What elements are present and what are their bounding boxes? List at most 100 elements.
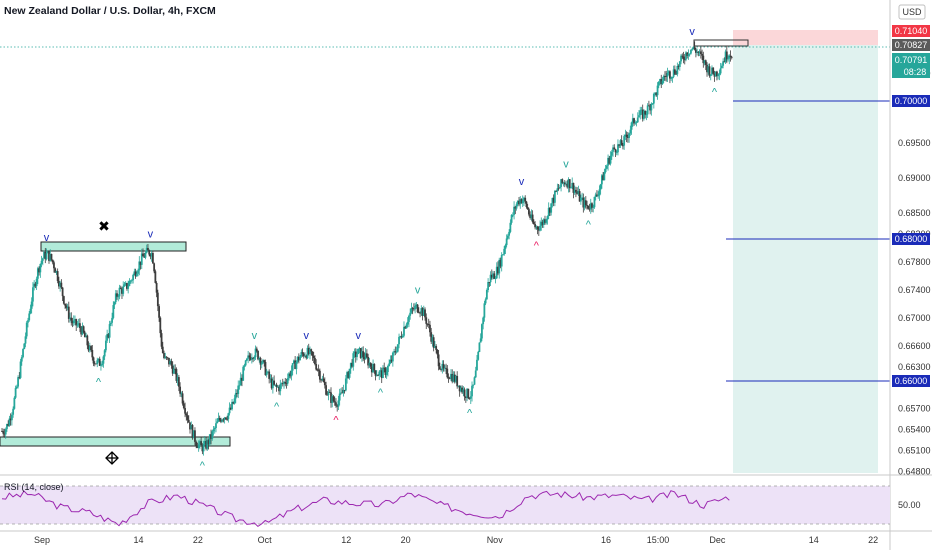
candle-body [551,197,554,204]
candle-body [717,74,720,77]
candle-body [363,356,366,360]
candle-body [150,253,153,257]
candle-body [197,444,200,448]
candle-body [181,393,184,404]
candle-body [701,53,703,56]
candle-body [196,445,199,448]
candle-body [158,306,160,318]
candle-body [93,363,96,365]
candle-body [629,129,632,134]
candle-body [189,422,191,430]
candle-body [692,46,695,49]
candle-body [137,270,139,274]
candle-body [434,346,436,348]
candle-body [467,388,470,399]
candle-body [273,380,276,385]
candle-body [545,219,548,223]
candle-body [421,308,424,316]
resistance-zone[interactable] [40,241,187,252]
candle-body [270,378,273,389]
candle-body [665,76,668,77]
close-x-icon[interactable]: ✖ [98,218,110,234]
candle-body [83,332,86,338]
candle-body [126,283,128,289]
candle-body [725,51,728,60]
candle-body [379,370,382,372]
candle-body [457,385,460,387]
candle-body [20,357,23,362]
time-tick-22: 22 [193,535,203,545]
candle-body [224,417,227,420]
candle-body [411,308,414,309]
currency-label: USD [902,7,922,17]
candle-body [586,205,588,206]
candle-body [191,425,194,439]
swing-low-marker: ^ [712,86,718,98]
support-zone[interactable] [0,436,231,447]
candle-body [156,292,159,307]
candle-body [536,226,539,230]
candle-body [578,191,581,202]
candle-body [380,370,383,379]
candle-body [268,371,271,379]
time-tick-12: 12 [341,535,351,545]
candle-body [670,78,673,80]
candle-body [92,357,95,364]
candle-body [441,363,444,371]
candle-body [359,348,362,358]
candle-body [635,122,638,124]
candle-body [258,358,261,360]
candle-body [520,199,523,204]
long-position-target-area[interactable] [733,45,878,473]
candle-body [515,204,518,209]
candle-body [30,301,33,309]
time-axis[interactable]: Sep 14 22 Oct 12 20 Nov 16 15:00 Dec 14 22 [34,535,878,545]
candle-body [720,65,723,69]
candle-body [223,417,226,420]
candle-body [100,365,102,367]
candle-body [492,273,494,278]
time-tick-14: 14 [809,535,819,545]
candle-body [553,190,556,203]
candle-body [195,441,198,446]
swing-low-marker: ^ [534,240,540,252]
tp3-price-label: 0.66000 [895,376,928,386]
entry-box[interactable] [693,39,749,47]
long-position-stop-area[interactable] [733,30,878,45]
candle-body [215,423,217,429]
candle-body [619,140,622,146]
candle-body [38,268,41,273]
candle-body [464,396,467,399]
candle-body [477,351,480,360]
candle-body [633,118,635,124]
candle-body [307,347,310,354]
move-cursor-icon[interactable] [105,451,119,465]
candle-body [716,71,718,77]
candle-body [278,386,280,392]
candle-body [469,396,472,399]
candle-body [238,385,241,387]
currency-box[interactable] [898,4,926,20]
candle-body [395,351,398,353]
candle-body [108,324,111,338]
candle-body [130,280,133,282]
candle-body [91,350,94,358]
candle-body [54,268,57,273]
time-tick-20: 20 [401,535,411,545]
candle-body [352,353,355,367]
candle-body [134,271,137,277]
candle-body [528,209,530,215]
candle-body [275,384,278,387]
candle-body [138,261,141,271]
candle-body [36,268,39,279]
candle-body [96,360,99,365]
rsi-label[interactable]: RSI (14, close) [4,482,64,492]
candle-body [90,346,92,351]
candle-body [132,274,135,281]
candle-body [599,184,602,190]
candle-body [241,377,243,381]
price-axis[interactable]: 0.705000.695000.690000.685000.682000.678… [898,68,931,476]
candle-body [706,64,708,73]
candle-body [489,274,492,283]
